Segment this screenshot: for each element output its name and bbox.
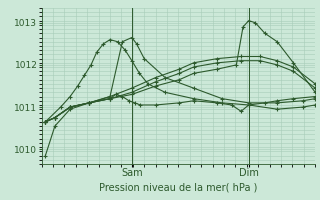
X-axis label: Pression niveau de la mer( hPa ): Pression niveau de la mer( hPa ) [99,182,258,192]
